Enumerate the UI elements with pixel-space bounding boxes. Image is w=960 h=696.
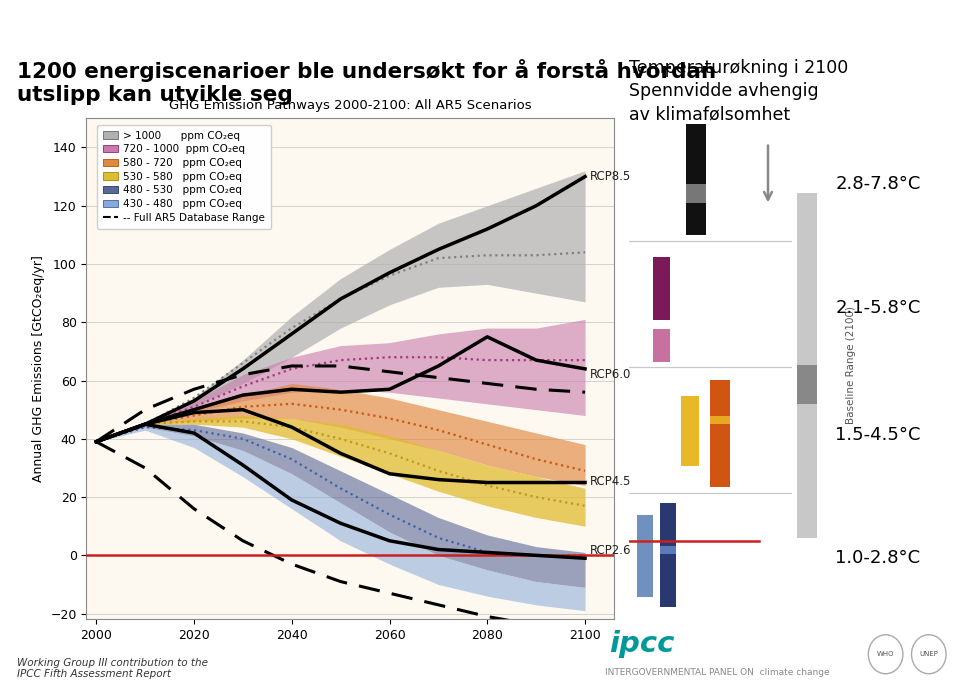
Bar: [654, 258, 670, 323]
Bar: [637, 515, 653, 596]
Bar: [660, 503, 676, 607]
Text: UNEP: UNEP: [920, 651, 938, 657]
Bar: [654, 329, 670, 362]
Text: utslipp kan utvikle seg: utslipp kan utvikle seg: [17, 85, 293, 105]
Bar: [685, 184, 706, 203]
Bar: [710, 380, 730, 487]
Text: RCP8.5: RCP8.5: [590, 170, 632, 183]
Y-axis label: Annual GHG Emissions [GtCO₂eq/yr]: Annual GHG Emissions [GtCO₂eq/yr]: [32, 255, 45, 482]
Text: RCP6.0: RCP6.0: [590, 368, 632, 381]
Text: Baseline Range (2100): Baseline Range (2100): [846, 306, 855, 425]
Text: RCP2.6: RCP2.6: [590, 544, 632, 557]
Text: 1.0-2.8°C: 1.0-2.8°C: [835, 549, 921, 567]
Text: Working Group III contribution to the
IPCC Fifth Assessment Report: Working Group III contribution to the IP…: [17, 658, 208, 679]
Text: av klimafølsomhet: av klimafølsomhet: [629, 105, 790, 123]
Text: Spennvidde avhengig: Spennvidde avhengig: [629, 82, 819, 100]
Text: 2.8-7.8°C: 2.8-7.8°C: [835, 175, 921, 193]
Text: 2.1-5.8°C: 2.1-5.8°C: [835, 299, 921, 317]
Title: GHG Emission Pathways 2000-2100: All AR5 Scenarios: GHG Emission Pathways 2000-2100: All AR5…: [169, 99, 532, 111]
Bar: [681, 396, 699, 466]
Legend: > 1000      ppm CO₂eq, 720 - 1000  ppm CO₂eq, 580 - 720   ppm CO₂eq, 530 - 580  : > 1000 ppm CO₂eq, 720 - 1000 ppm CO₂eq, …: [97, 125, 271, 229]
Text: ipcc: ipcc: [610, 630, 675, 658]
Text: WHO: WHO: [876, 651, 895, 657]
Bar: [710, 416, 730, 424]
Bar: [797, 193, 818, 537]
Bar: [660, 546, 676, 554]
Text: 1200 energiscenarioer ble undersøkt for å forstå hvordan: 1200 energiscenarioer ble undersøkt for …: [17, 59, 716, 82]
Bar: [797, 365, 818, 404]
Bar: [685, 203, 706, 235]
Text: RCP4.5: RCP4.5: [590, 475, 632, 488]
Bar: [654, 320, 670, 329]
Text: INTERGOVERNMENTAL PANEL ON  climate change: INTERGOVERNMENTAL PANEL ON climate chang…: [605, 668, 829, 677]
Bar: [685, 124, 706, 184]
Text: 1.5-4.5°C: 1.5-4.5°C: [835, 426, 921, 444]
Text: Temperaturøkning i 2100: Temperaturøkning i 2100: [629, 59, 848, 77]
